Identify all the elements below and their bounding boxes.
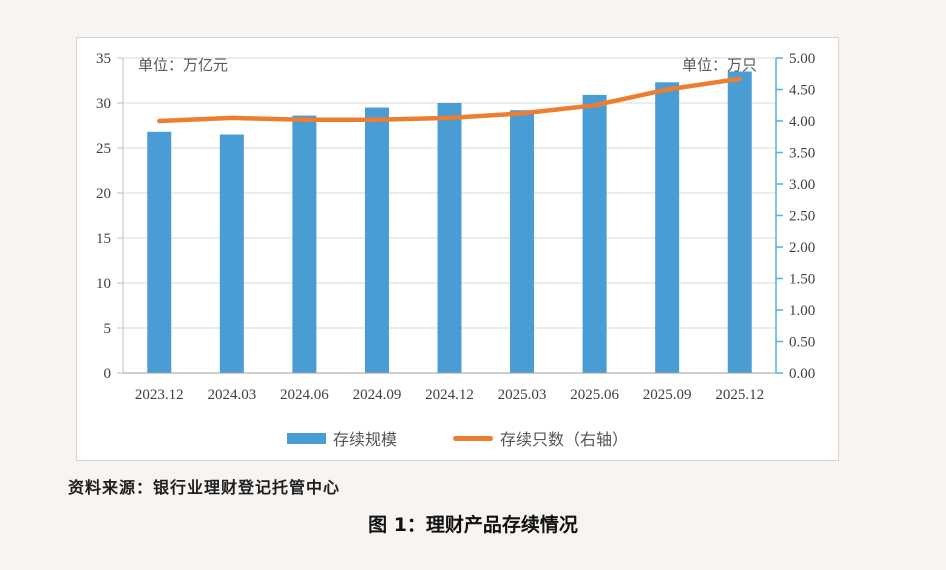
bar-2025.09 [655, 82, 680, 374]
x-axis-label: 2025.03 [498, 387, 547, 403]
right-axis-tick-label: 4.00 [789, 114, 815, 130]
x-axis-label: 2024.06 [280, 387, 329, 403]
x-axis-label: 2024.09 [353, 387, 402, 403]
bar-2025.03 [510, 110, 535, 373]
right-axis-tick-label: 0.50 [789, 335, 815, 351]
bar-2025.12 [727, 71, 752, 373]
right-axis-tick-label: 1.50 [789, 272, 815, 288]
left-axis-unit-label: 单位：万亿元 [138, 57, 228, 74]
x-axis-label: 2025.12 [715, 387, 764, 403]
chart-legend: 存续规模 存续只数（右轴） [77, 426, 838, 450]
right-axis-tick-label: 5.00 [789, 51, 815, 67]
left-axis-tick-label: 10 [96, 276, 111, 292]
left-axis-tick-label: 30 [96, 96, 111, 112]
left-axis-tick-label: 20 [96, 186, 111, 202]
right-axis-unit-label: 单位：万只 [682, 57, 757, 74]
left-axis-tick-label: 5 [104, 321, 112, 337]
bar-2025.06 [582, 94, 607, 374]
line-series-path [157, 76, 742, 124]
source-note: 资料来源：银行业理财登记托管中心 [68, 480, 341, 497]
bar-2023.12 [147, 131, 172, 373]
legend-bar-swatch [286, 432, 326, 444]
x-axis-label: 2024.12 [425, 387, 474, 403]
bar-2024.03 [219, 134, 244, 373]
right-axis-tick-label: 2.50 [789, 209, 815, 225]
bar-series [147, 71, 752, 374]
right-axis-tick-label: 0.00 [789, 366, 815, 382]
right-axis-tick-label: 4.50 [789, 83, 815, 99]
right-axis-tick-label: 3.50 [789, 146, 815, 162]
bar-2024.06 [292, 115, 317, 373]
axes [117, 57, 783, 374]
legend-line-swatch [453, 435, 493, 441]
left-axis-tick-label: 35 [96, 51, 111, 67]
left-axis-tick-label: 25 [96, 141, 111, 157]
legend-label: 存续只数（右轴） [500, 432, 629, 449]
right-axis-tick-label: 2.00 [789, 240, 815, 256]
legend-label: 存续规模 [332, 432, 397, 449]
axis-labels: 35 30 25 20 15 10 5 0 5.00 4.50 4.00 3.50 3.00 2.50 2.… [96, 51, 815, 403]
x-axis-label: 2024.03 [207, 387, 256, 403]
x-axis-label: 2025.09 [643, 387, 692, 403]
x-axis-label: 2023.12 [135, 387, 184, 403]
bar-2024.09 [364, 107, 389, 373]
line-series [157, 76, 742, 124]
left-axis-tick-label: 15 [96, 231, 111, 247]
legend-item: 存续只数（右轴） [453, 426, 628, 450]
chart-container: 35 30 25 20 15 10 5 0 5.00 4.50 4.00 3.50 3.00 2.50 2.… [76, 37, 839, 461]
legend-item: 存续规模 [286, 426, 397, 450]
left-axis-tick-label: 0 [104, 366, 112, 382]
right-axis-tick-label: 3.00 [789, 177, 815, 193]
bar-2024.12 [437, 103, 462, 373]
figure-caption: 图 1：理财产品存续情况 [368, 514, 578, 536]
chart-plot: 35 30 25 20 15 10 5 0 5.00 4.50 4.00 3.50 3.00 2.50 2.… [96, 51, 815, 403]
right-axis-tick-label: 1.00 [789, 303, 815, 319]
x-axis-label: 2025.06 [570, 387, 619, 403]
